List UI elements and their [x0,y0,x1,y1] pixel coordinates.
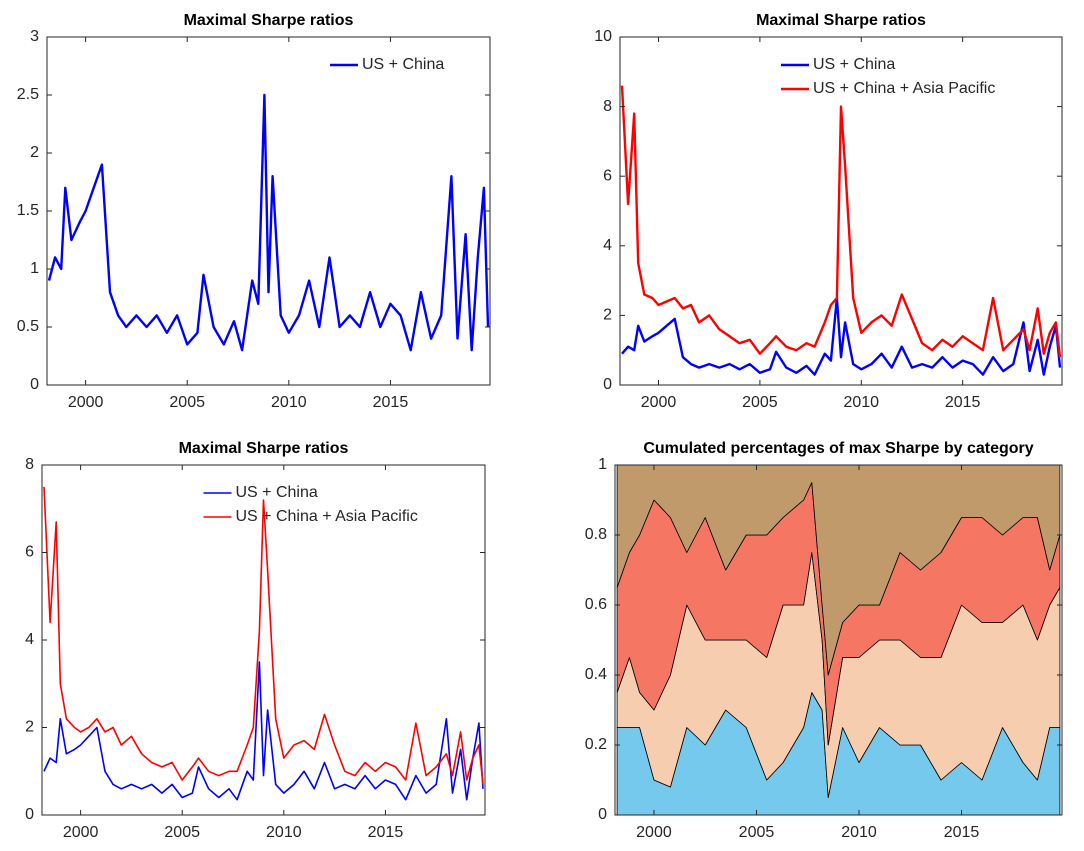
plot-frame [619,36,1063,386]
x-tick-label: 2000 [63,824,99,841]
y-tick-label: 2 [603,307,612,324]
y-tick-label: 8 [25,456,34,473]
x-tick-label: 2015 [373,394,409,411]
y-tick-label: 0 [30,376,39,393]
legend-label: US + China + Asia Pacific [813,80,995,97]
y-tick-label: 2.5 [17,86,39,103]
x-tick-label: 2015 [368,824,404,841]
x-tick-label: 2015 [944,824,980,841]
chart-title: Maximal Sharpe ratios [756,12,926,29]
y-tick-label: 10 [594,28,612,45]
y-tick-label: 1 [30,260,39,277]
plot-frame [46,36,491,386]
y-tick-label: 0.8 [585,526,607,543]
series-line [43,661,484,801]
y-tick-label: 0 [598,806,607,823]
y-tick-label: 3 [30,28,39,45]
y-tick-label: 0.4 [585,666,607,683]
y-tick-label: 4 [603,237,612,254]
y-tick-label: 4 [25,631,34,648]
x-tick-label: 2005 [169,394,205,411]
x-tick-label: 2010 [843,394,879,411]
chart-title: Maximal Sharpe ratios [184,12,354,29]
y-tick-label: 0 [25,806,34,823]
y-tick-label: 0.2 [585,736,607,753]
x-tick-label: 2005 [739,824,775,841]
series-line [43,486,484,785]
plot-frame [614,464,1063,816]
chart-title: Cumulated percentages of max Sharpe by c… [643,440,1033,457]
y-tick-label: 0.6 [585,596,607,613]
legend-label: US + China [362,56,444,73]
x-tick-label: 2015 [945,394,981,411]
x-tick-label: 2010 [266,824,302,841]
y-tick-label: 2 [25,719,34,736]
series-line [47,93,490,352]
legend-label: US + China + Asia Pacific [236,508,418,525]
y-tick-label: 0.5 [17,318,39,335]
y-tick-label: 0 [603,376,612,393]
x-tick-label: 2000 [641,394,677,411]
y-tick-label: 8 [603,98,612,115]
x-tick-label: 2000 [636,824,672,841]
legend-label: US + China [813,56,895,73]
x-tick-label: 2005 [164,824,200,841]
x-tick-label: 2005 [742,394,778,411]
x-tick-label: 2000 [68,394,104,411]
y-tick-label: 6 [603,167,612,184]
y-tick-label: 1 [598,456,607,473]
legend-label: US + China [236,484,318,501]
y-tick-label: 2 [30,144,39,161]
y-tick-label: 1.5 [17,202,39,219]
x-tick-label: 2010 [841,824,877,841]
x-tick-label: 2010 [271,394,307,411]
y-tick-label: 6 [25,544,34,561]
chart-title: Maximal Sharpe ratios [179,440,349,457]
series-line [620,85,1062,358]
